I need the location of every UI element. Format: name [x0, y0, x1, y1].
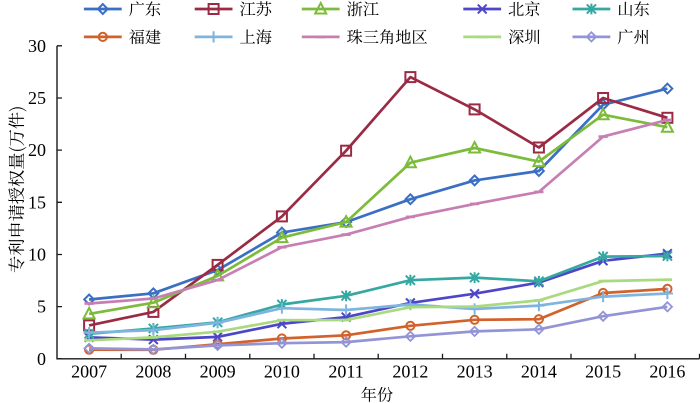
svg-text:25: 25	[28, 88, 46, 108]
svg-text:20: 20	[28, 140, 46, 160]
svg-text:2011: 2011	[328, 361, 363, 381]
svg-text:10: 10	[28, 245, 46, 265]
svg-text:2013: 2013	[457, 361, 493, 381]
svg-text:2008: 2008	[135, 361, 171, 381]
svg-text:2015: 2015	[585, 361, 621, 381]
svg-text:2009: 2009	[200, 361, 236, 381]
svg-text:0: 0	[37, 349, 46, 369]
svg-text:2016: 2016	[649, 361, 685, 381]
svg-text:2010: 2010	[264, 361, 300, 381]
svg-text:30: 30	[28, 36, 46, 56]
svg-text:2014: 2014	[521, 361, 557, 381]
svg-text:2012: 2012	[392, 361, 428, 381]
svg-text:15: 15	[28, 192, 46, 212]
svg-text:2007: 2007	[71, 361, 107, 381]
svg-text:5: 5	[37, 297, 46, 317]
